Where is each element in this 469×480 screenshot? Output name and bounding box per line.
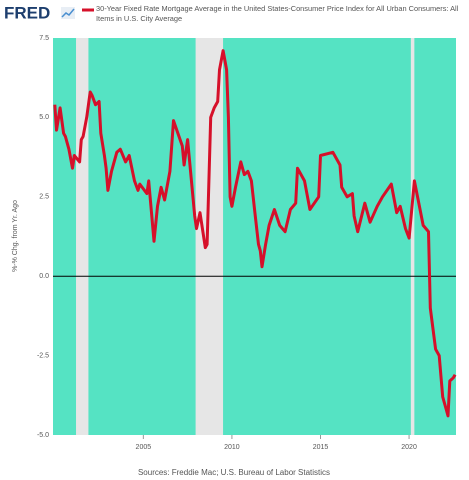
y-tick-label: 7.5 xyxy=(39,35,49,42)
x-tick-label: 2015 xyxy=(313,444,329,451)
recession-band xyxy=(195,38,224,435)
y-axis-label: %-% Chg. from Yr. Ago xyxy=(12,200,19,272)
y-tick-label: 2.5 xyxy=(39,194,49,201)
y-tick-label: -2.5 xyxy=(37,352,49,359)
brand-logo: FRED xyxy=(4,3,50,22)
logo-icon xyxy=(61,7,75,19)
source: Sources: Freddie Mac; U.S. Bureau of Lab… xyxy=(138,468,330,477)
recession-band xyxy=(76,38,89,435)
plot-background xyxy=(53,38,456,435)
y-tick-label: -5.0 xyxy=(37,432,49,439)
y-tick-label: 0.0 xyxy=(39,273,49,280)
y-tick-label: 5.0 xyxy=(39,114,49,121)
legend-entry: 30-Year Fixed Rate Mortgage Average in t… xyxy=(96,4,459,23)
x-tick-label: 2010 xyxy=(224,444,240,451)
x-tick-label: 2020 xyxy=(401,444,417,451)
recession-band xyxy=(410,38,415,435)
data-line xyxy=(53,49,457,418)
x-tick-label: 2005 xyxy=(136,444,152,451)
